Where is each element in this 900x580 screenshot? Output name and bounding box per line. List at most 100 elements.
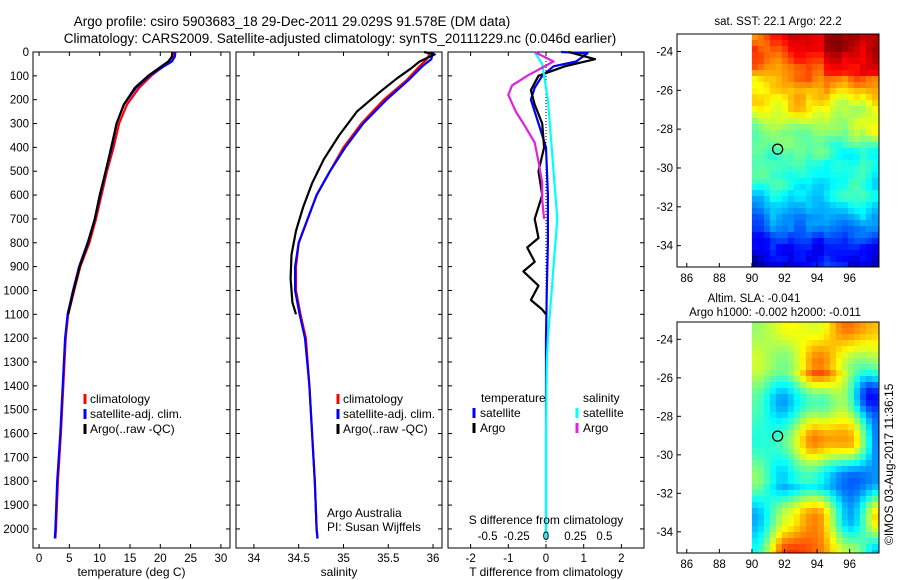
map-cell <box>823 250 831 257</box>
map-cell <box>823 196 831 203</box>
y-tick-label: 1200 <box>3 333 29 345</box>
map-cell <box>775 424 783 431</box>
map-cell <box>865 262 873 268</box>
map-cell <box>799 364 807 371</box>
map-cell <box>853 52 861 59</box>
map-cell <box>817 142 825 149</box>
map-cell <box>847 430 855 437</box>
map-cell <box>811 100 819 107</box>
map-cell <box>865 370 873 377</box>
map-cell <box>871 430 879 437</box>
map-cell <box>835 244 843 251</box>
map-cell <box>817 412 825 419</box>
map-cell <box>793 322 801 329</box>
map-cell <box>823 490 831 497</box>
x-tick-label: 94 <box>811 559 824 571</box>
y-tick-label: 1100 <box>4 309 29 321</box>
map-cell <box>835 148 843 155</box>
map-cell <box>817 208 825 215</box>
map-cell <box>769 424 777 431</box>
map-cell <box>823 190 831 197</box>
map-cell <box>859 184 867 191</box>
map-cell <box>781 64 789 71</box>
map-cell <box>763 124 771 131</box>
map-cell <box>859 208 867 215</box>
map-cell <box>871 460 879 467</box>
map-cell <box>799 406 807 413</box>
map-cell <box>763 502 771 509</box>
map-cell <box>871 232 879 239</box>
map-cell <box>859 52 867 59</box>
map-cell <box>793 70 801 77</box>
map-cell <box>793 382 801 389</box>
map-cell <box>775 52 783 59</box>
map-cell <box>847 514 855 521</box>
y-tick-label: 1300 <box>3 357 29 369</box>
map-cell <box>787 136 795 143</box>
map-cell <box>823 106 831 113</box>
map-cell <box>805 388 813 395</box>
map-cell <box>763 520 771 527</box>
map-cell <box>871 136 879 143</box>
map-cell <box>775 154 783 161</box>
legend-label: Argo <box>480 421 506 435</box>
map-cell <box>805 52 813 59</box>
map-cell <box>817 136 825 143</box>
map-cell <box>865 394 873 401</box>
map-cell <box>751 514 759 521</box>
map-cell <box>835 364 843 371</box>
map-cell <box>859 532 867 539</box>
map-cell <box>847 166 855 173</box>
map-cell <box>793 148 801 155</box>
map-cell <box>859 244 867 251</box>
map-cell <box>811 160 819 167</box>
map-cell <box>763 190 771 197</box>
map-cell <box>829 406 837 413</box>
map-cell <box>829 142 837 149</box>
map-cell <box>823 82 831 89</box>
map-cell <box>787 130 795 137</box>
map-cell <box>835 472 843 479</box>
map-cell <box>817 340 825 347</box>
map-cell <box>853 106 861 113</box>
map-cell <box>829 88 837 95</box>
map-cell <box>841 34 849 41</box>
map-cell <box>865 58 873 65</box>
map-cell <box>751 232 759 239</box>
map-cell <box>871 112 879 119</box>
map-cell <box>847 526 855 533</box>
map-cell <box>835 208 843 215</box>
map-cell <box>787 496 795 503</box>
map-cell <box>793 142 801 149</box>
map-cell <box>769 232 777 239</box>
map-cell <box>781 502 789 509</box>
map-cell <box>847 334 855 341</box>
map-cell <box>763 130 771 137</box>
map-cell <box>763 52 771 59</box>
map-cell <box>751 202 759 209</box>
x-axis-label: temperature (deg C) <box>77 565 185 579</box>
map-cell <box>847 190 855 197</box>
map-cell <box>829 184 837 191</box>
map-cell <box>787 466 795 473</box>
map-cell <box>859 46 867 53</box>
map-cell <box>781 196 789 203</box>
map-cell <box>781 358 789 365</box>
map-cell <box>835 190 843 197</box>
map-cell <box>823 370 831 377</box>
map-cell <box>757 208 765 215</box>
map-cell <box>847 412 855 419</box>
map-cell <box>847 178 855 185</box>
map-cell <box>835 118 843 125</box>
map-cell <box>817 58 825 65</box>
map-cell <box>763 328 771 335</box>
map-cell <box>829 400 837 407</box>
x-tick-label: 90 <box>746 559 759 571</box>
map-cell <box>805 220 813 227</box>
map-cell <box>829 124 837 131</box>
map-cell <box>787 358 795 365</box>
map-cell <box>781 226 789 233</box>
map-cell <box>805 178 813 185</box>
map-cell <box>811 124 819 131</box>
map-cell <box>769 166 777 173</box>
